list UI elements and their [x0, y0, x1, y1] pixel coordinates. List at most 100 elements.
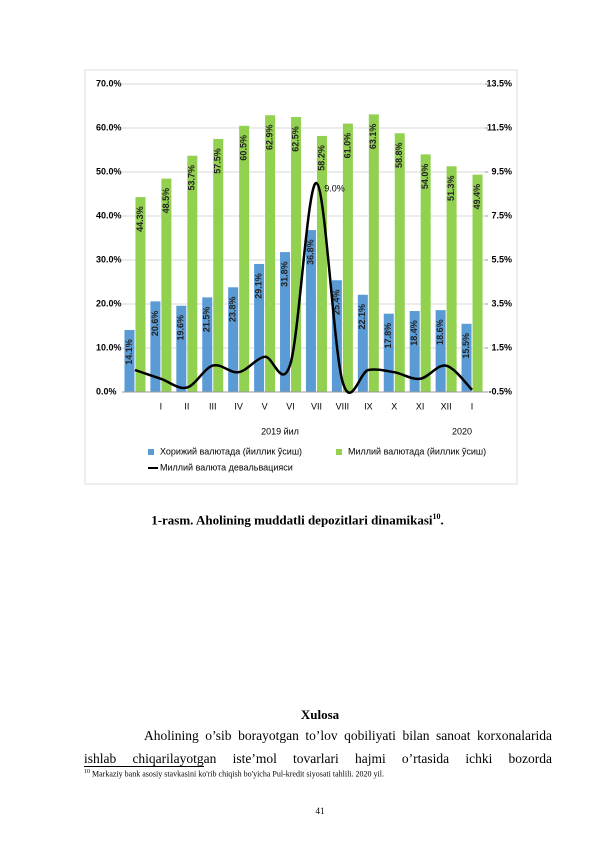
- value-label: 60.5%: [239, 135, 249, 161]
- bar: [124, 329, 135, 392]
- bar: [461, 323, 472, 392]
- bar: [176, 305, 187, 392]
- bar: [280, 252, 291, 392]
- x-tick-label: VIII: [336, 401, 350, 411]
- chart: 0.0% 10.0% 20.0% 30.0% 40.0% 50.0% 60.0% 70.0% -…: [84, 69, 518, 485]
- y2-tick-label: 7.5%: [491, 210, 512, 220]
- legend-label: Миллий валюта девальвацияси: [160, 462, 293, 472]
- y-tick-label: 20.0%: [96, 298, 122, 308]
- y-tick-label: 50.0%: [96, 166, 122, 176]
- value-label: 31.8%: [279, 261, 289, 287]
- bar: [265, 115, 276, 393]
- x-tick-label: XI: [416, 401, 425, 411]
- value-label: 29.1%: [253, 273, 263, 299]
- period-label: 2019 йил: [261, 426, 299, 436]
- page-number: 41: [315, 806, 325, 816]
- value-label: 23.8%: [228, 297, 238, 323]
- annotation: 9.0%: [324, 183, 345, 193]
- value-label: 14.1%: [124, 339, 134, 365]
- x-tick-label: II: [184, 401, 189, 411]
- footnote-ref: 10: [432, 512, 441, 521]
- y2-tick-label: 5.5%: [491, 254, 512, 264]
- bar: [357, 294, 368, 392]
- bar: [228, 287, 239, 392]
- y-tick-label: 30.0%: [96, 254, 122, 264]
- bar: [135, 197, 146, 392]
- value-label: 62.9%: [264, 124, 274, 150]
- y2-tick-label: 13.5%: [486, 78, 512, 88]
- value-label: 25.4%: [331, 289, 341, 315]
- bar: [316, 135, 327, 393]
- x-tick-label: VII: [311, 401, 322, 411]
- y2-tick-label: 3.5%: [491, 298, 512, 308]
- value-label: 22.1%: [357, 304, 367, 330]
- value-label: 48.5%: [161, 188, 171, 214]
- paragraph: Aholining o’sib borayotgan to’lov qobili…: [84, 728, 552, 766]
- bar: [368, 114, 379, 393]
- footnote: 10 Markaziy bank asosiy stavkasini ko'ri…: [84, 769, 384, 779]
- x-tick-label: IV: [234, 401, 243, 411]
- bar: [305, 230, 316, 392]
- bar: [291, 117, 302, 392]
- bar: [472, 174, 483, 392]
- value-label: 63.1%: [368, 124, 378, 150]
- value-label: 15.5%: [461, 333, 471, 359]
- bar: [383, 313, 394, 392]
- y2-tick-label: 9.5%: [491, 166, 512, 176]
- value-label: 20.6%: [150, 311, 160, 337]
- y2-tick-label: 11.5%: [487, 122, 512, 132]
- legend-swatch: [336, 449, 342, 455]
- bar: [187, 155, 198, 392]
- value-label: 54.0%: [420, 164, 430, 190]
- x-tick-label: XII: [441, 401, 452, 411]
- value-label: 19.6%: [176, 315, 186, 341]
- figure-caption: 1-rasm. Aholining muddatli depozitlari d…: [0, 512, 595, 528]
- value-label: 21.5%: [202, 307, 212, 333]
- y-tick-label: 60.0%: [96, 122, 122, 132]
- legend-swatch: [148, 449, 154, 455]
- value-label: 62.5%: [290, 126, 300, 152]
- x-tick-label: IX: [364, 401, 373, 411]
- value-label: 44.3%: [135, 206, 145, 232]
- bar: [202, 297, 213, 392]
- value-label: 17.8%: [383, 323, 393, 349]
- line: [134, 181, 473, 394]
- x-tick-label: I: [471, 401, 474, 411]
- value-label: 51.3%: [446, 176, 456, 202]
- bar: [435, 310, 446, 392]
- bar: [446, 166, 457, 392]
- value-label: 18.6%: [435, 319, 445, 345]
- x-tick-label: VI: [286, 401, 295, 411]
- x-tick-label: III: [209, 401, 217, 411]
- section-title: Xulosa: [300, 707, 340, 722]
- value-label: 36.8%: [305, 239, 315, 265]
- value-label: 18.4%: [409, 320, 419, 346]
- value-label: 58.2%: [316, 145, 326, 171]
- value-label: 57.5%: [213, 148, 223, 174]
- bar: [213, 139, 224, 392]
- x-tick-label: X: [391, 401, 397, 411]
- footnote-text: Markaziy bank asosiy stavkasini ko'rib c…: [92, 769, 384, 779]
- y2-tick-label: -0.5%: [488, 386, 512, 396]
- x-tick-label: V: [262, 401, 268, 411]
- value-label: 58.8%: [394, 143, 404, 169]
- value-label: 49.4%: [472, 184, 482, 210]
- bar: [150, 301, 161, 392]
- bar: [394, 133, 405, 392]
- bar: [254, 263, 265, 392]
- x-tick-label: I: [160, 401, 163, 411]
- y2-tick-label: 1.5%: [491, 342, 512, 352]
- bar: [239, 125, 250, 393]
- period-label: 2020: [452, 426, 472, 436]
- footnote-number: 10: [84, 769, 90, 775]
- y-tick-label: 40.0%: [96, 210, 122, 220]
- caption-end: .: [440, 512, 444, 528]
- bar: [161, 178, 172, 392]
- value-label: 53.7%: [187, 165, 197, 191]
- y-tick-label: 70.0%: [96, 78, 122, 88]
- value-label: 61.0%: [342, 133, 352, 159]
- bar: [342, 123, 353, 392]
- bar: [420, 154, 431, 392]
- bar: [409, 311, 420, 392]
